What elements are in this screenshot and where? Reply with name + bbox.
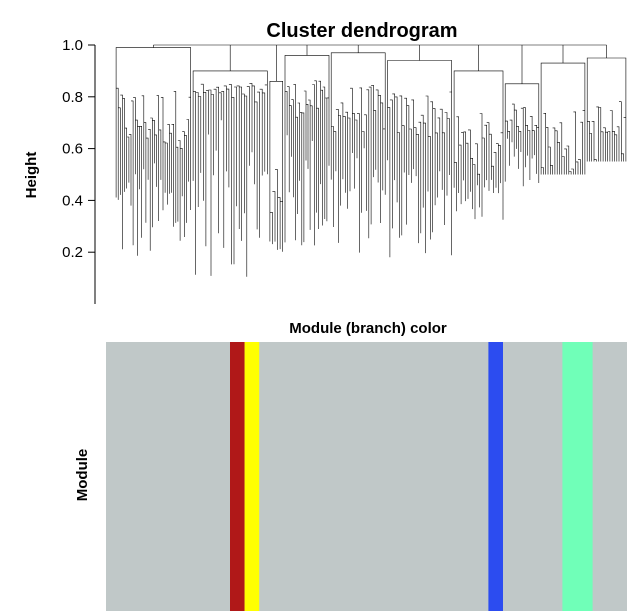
- y-tick-label: 1.0: [62, 37, 83, 54]
- dendrogram-cluster-7: [419, 44, 504, 220]
- dendrogram-cluster-2: [153, 44, 268, 277]
- dendrogram-title: Cluster dendrogram: [266, 20, 457, 42]
- dendrogram-cluster-8: [478, 44, 540, 187]
- y-axis-ticks: 1.0 0.8 0.6 0.4 0.2: [62, 37, 95, 261]
- dendrogram-cluster-10: [563, 44, 627, 162]
- dendrogram-cluster-6: [358, 44, 452, 258]
- module-color-bands: [230, 342, 593, 611]
- dendrogram-cluster-3: [230, 44, 283, 252]
- dendrogram-cluster-1: [115, 45, 191, 256]
- module-band-3: [488, 342, 503, 611]
- y-tick-label: 0.6: [62, 141, 83, 158]
- module-axis-label: Module: [74, 449, 91, 502]
- y-tick-label: 0.8: [62, 89, 83, 106]
- dendrogram-cluster-4: [276, 44, 330, 246]
- y-tick-label: 0.4: [62, 192, 83, 209]
- module-color-background: [106, 342, 627, 611]
- dendrogram-cluster-9: [522, 44, 586, 175]
- module-band-2: [244, 342, 260, 611]
- dendrogram-tree: [115, 44, 627, 277]
- module-band-1: [230, 342, 245, 611]
- module-color-title: Module (branch) color: [289, 320, 447, 337]
- module-band-4: [562, 342, 593, 611]
- y-tick-label: 0.2: [62, 244, 83, 261]
- dendrogram-cluster-5: [307, 44, 386, 253]
- y-axis-label: Height: [23, 152, 40, 199]
